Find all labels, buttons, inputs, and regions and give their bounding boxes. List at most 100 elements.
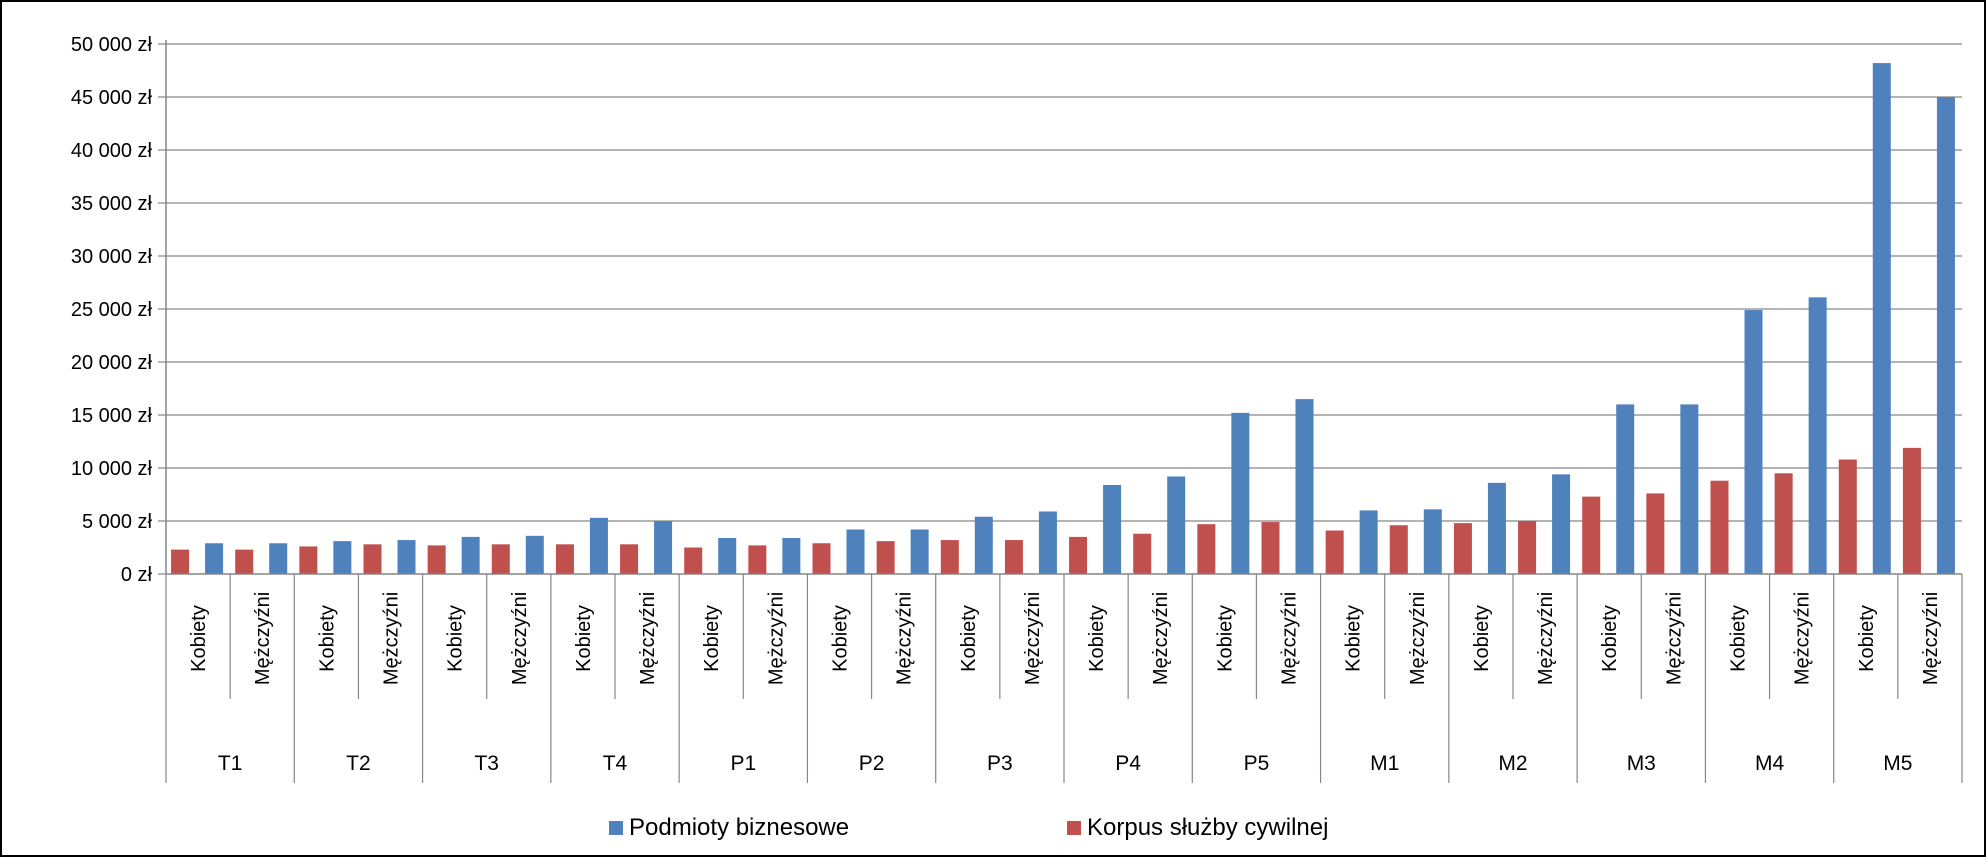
bar-korpus-sluzby-cywilnej <box>1197 524 1216 574</box>
y-tick-label: 0 zł <box>121 564 153 586</box>
x-subcategory-label: Mężczyźni <box>765 592 787 685</box>
x-subcategory-label: Kobiety <box>830 605 852 672</box>
x-subcategory-label: Kobiety <box>1214 605 1236 672</box>
bar-podmioty-biznesowe <box>333 541 352 574</box>
bar-korpus-sluzby-cywilnej <box>620 544 639 574</box>
x-group-label: P1 <box>730 752 756 775</box>
x-subcategory-label: Kobiety <box>1599 605 1621 672</box>
bar-podmioty-biznesowe <box>1167 476 1186 574</box>
x-group-label: M1 <box>1370 752 1399 775</box>
bar-podmioty-biznesowe <box>1616 404 1635 574</box>
x-subcategory-label: Mężczyźni <box>1535 592 1557 685</box>
x-subcategory-label: Mężczyźni <box>1150 592 1172 685</box>
x-group-label: M5 <box>1883 752 1912 775</box>
x-subcategory-label: Mężczyźni <box>1407 592 1429 685</box>
x-subcategory-label: Kobiety <box>1728 605 1750 672</box>
bar-podmioty-biznesowe <box>1231 412 1250 574</box>
bars <box>171 63 1955 574</box>
y-tick-label: 5 000 zł <box>82 511 153 533</box>
legend-item: Podmioty biznesowe <box>609 814 849 841</box>
bar-podmioty-biznesowe <box>1872 63 1891 574</box>
bar-korpus-sluzby-cywilnej <box>1646 493 1665 574</box>
legend-item: Korpus służby cywilnej <box>1067 814 1328 841</box>
x-group-label: T2 <box>346 752 371 775</box>
bar-podmioty-biznesowe <box>461 536 480 574</box>
gridlines <box>166 43 1962 522</box>
x-group-label: M4 <box>1755 752 1784 775</box>
bar-korpus-sluzby-cywilnej <box>555 544 574 574</box>
bar-korpus-sluzby-cywilnej <box>1582 496 1601 574</box>
bar-podmioty-biznesowe <box>1359 510 1378 574</box>
x-subcategory-label: Kobiety <box>1856 605 1878 672</box>
x-subcategory-label: Mężczyźni <box>509 592 531 685</box>
x-subcategory-label: Mężczyźni <box>252 592 274 685</box>
bar-korpus-sluzby-cywilnej <box>1902 447 1921 574</box>
bar-korpus-sluzby-cywilnej <box>684 547 703 574</box>
x-group-label: T4 <box>603 752 628 775</box>
bar-podmioty-biznesowe <box>1423 509 1442 574</box>
x-subcategory-label: Kobiety <box>1086 605 1108 672</box>
bar-podmioty-biznesowe <box>1295 399 1314 574</box>
x-group-label: P5 <box>1244 752 1270 775</box>
x-group-label: P4 <box>1115 752 1141 775</box>
x-subcategory-label: Mężczyźni <box>1022 592 1044 685</box>
axes <box>158 40 1963 783</box>
x-subcategory-label: Mężczyźni <box>894 592 916 685</box>
bar-podmioty-biznesowe <box>974 516 993 574</box>
x-subcategory-label: Mężczyźni <box>1920 592 1942 685</box>
x-group-label: T3 <box>474 752 499 775</box>
y-tick-label: 45 000 zł <box>71 87 153 109</box>
y-tick-label: 25 000 zł <box>71 299 153 321</box>
bar-podmioty-biznesowe <box>1487 482 1506 574</box>
x-subcategory-label: Kobiety <box>1471 605 1493 672</box>
y-tick-label: 35 000 zł <box>71 193 153 215</box>
y-tick-label: 10 000 zł <box>71 458 153 480</box>
bar-korpus-sluzby-cywilnej <box>1710 480 1729 574</box>
legend-label: Podmioty biznesowe <box>629 814 849 841</box>
x-subcategory-label: Mężczyźni <box>381 592 403 685</box>
y-tick-label: 50 000 zł <box>71 34 153 56</box>
bar-korpus-sluzby-cywilnej <box>940 540 959 574</box>
bar-podmioty-biznesowe <box>718 537 737 574</box>
bar-korpus-sluzby-cywilnej <box>1774 473 1793 574</box>
x-group-label: P2 <box>859 752 885 775</box>
bar-korpus-sluzby-cywilnej <box>1069 536 1088 574</box>
x-subcategory-label: Mężczyźni <box>637 592 659 685</box>
x-subcategory-label: Kobiety <box>1343 605 1365 672</box>
x-subcategory-label: Kobiety <box>316 605 338 672</box>
legend-swatch <box>609 821 623 835</box>
bar-korpus-sluzby-cywilnej <box>1838 459 1857 574</box>
x-group-label: M3 <box>1627 752 1656 775</box>
bar-podmioty-biznesowe <box>205 543 224 574</box>
legend: Podmioty biznesowe Korpus służby cywilnej <box>609 814 1328 841</box>
bar-korpus-sluzby-cywilnej <box>748 545 767 574</box>
bar-podmioty-biznesowe <box>269 543 288 574</box>
y-tick-label: 20 000 zł <box>71 352 153 374</box>
bar-podmioty-biznesowe <box>1680 404 1699 574</box>
legend-label: Korpus służby cywilnej <box>1087 814 1328 841</box>
bar-korpus-sluzby-cywilnej <box>235 549 254 574</box>
bar-podmioty-biznesowe <box>846 529 865 574</box>
bar-korpus-sluzby-cywilnej <box>1004 540 1023 574</box>
bar-podmioty-biznesowe <box>1552 474 1571 574</box>
bar-podmioty-biznesowe <box>525 535 544 574</box>
x-subcategory-label: Mężczyźni <box>1279 592 1301 685</box>
y-tick-label: 15 000 zł <box>71 405 153 427</box>
bar-korpus-sluzby-cywilnej <box>1389 525 1408 574</box>
x-group-label: P3 <box>987 752 1013 775</box>
bar-korpus-sluzby-cywilnej <box>1518 521 1537 574</box>
y-tick-labels: 0 zł 5 000 zł 10 000 zł 15 000 zł 20 000 zł 2… <box>71 34 153 586</box>
bar-korpus-sluzby-cywilnej <box>491 544 510 574</box>
y-tick-label: 30 000 zł <box>71 246 153 268</box>
x-group-label: T1 <box>218 752 243 775</box>
bar-korpus-sluzby-cywilnej <box>812 543 831 574</box>
bar-podmioty-biznesowe <box>1808 297 1827 574</box>
bar-korpus-sluzby-cywilnej <box>363 544 382 574</box>
x-category-labels: Kobiety Mężczyźni Kobiety Mężczyźni Kobiety M… <box>188 592 1942 775</box>
x-subcategory-label: Kobiety <box>445 605 467 672</box>
bar-podmioty-biznesowe <box>589 517 608 574</box>
bar-podmioty-biznesowe <box>654 521 673 574</box>
x-subcategory-label: Kobiety <box>701 605 723 672</box>
x-group-label: M2 <box>1498 752 1527 775</box>
